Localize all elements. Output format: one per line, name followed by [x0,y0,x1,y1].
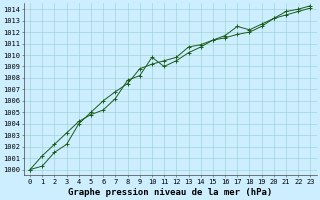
X-axis label: Graphe pression niveau de la mer (hPa): Graphe pression niveau de la mer (hPa) [68,188,272,197]
